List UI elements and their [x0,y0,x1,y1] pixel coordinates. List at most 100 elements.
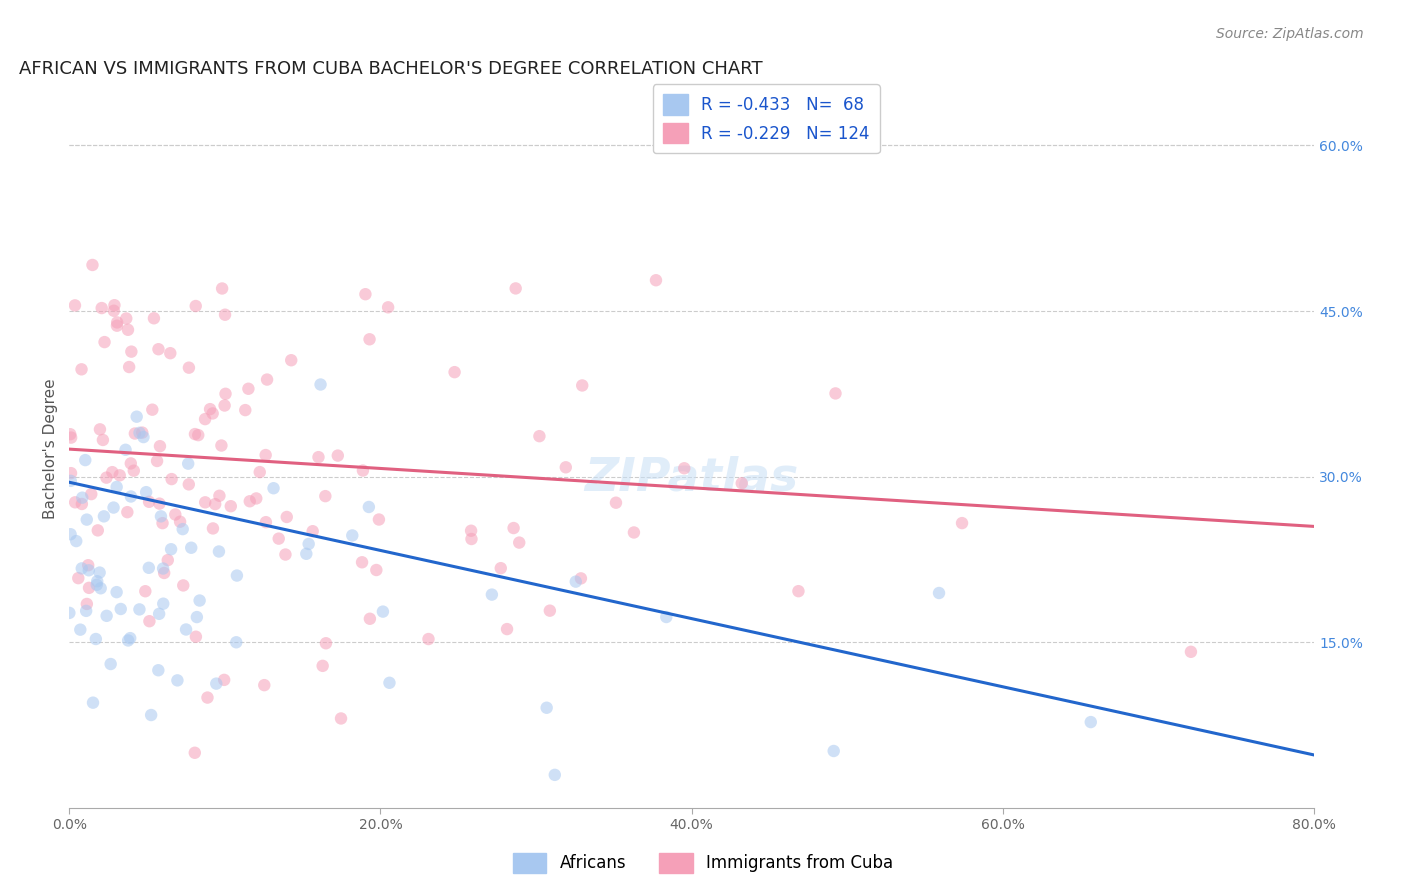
Point [253,678,276,692]
Point [139,708,162,723]
Point [89,422,111,436]
Point [59,474,82,488]
Point [184,630,207,644]
Point [256,373,278,387]
Point [84,632,107,646]
Point [59,427,82,442]
Point [254,448,277,462]
Point [117,505,139,519]
Point [214,386,236,401]
Point [314,489,336,503]
Point [443,365,465,379]
Point [67,571,90,585]
Point [156,553,179,567]
Point [138,561,160,575]
Point [194,495,217,509]
Point [197,690,219,705]
Point [298,537,321,551]
Point [103,298,125,312]
Point [148,497,170,511]
Point [96,470,118,484]
Point [308,450,330,464]
Point [63,495,86,509]
Point [132,430,155,444]
Point [201,521,224,535]
Point [120,490,142,504]
Point [371,605,394,619]
Point [188,593,211,607]
Point [87,524,110,538]
Point [538,604,561,618]
Point [377,301,399,315]
Point [254,515,277,529]
Point [824,386,846,401]
Point [110,602,132,616]
Point [152,597,174,611]
Point [60,431,83,445]
Point [731,476,754,491]
Legend: Africans, Immigrants from Cuba: Africans, Immigrants from Cuba [506,847,900,880]
Point [366,563,388,577]
Point [169,515,191,529]
Point [76,597,98,611]
Point [354,287,377,301]
Point [226,568,249,582]
Point [149,439,172,453]
Point [311,658,333,673]
Point [460,524,482,538]
Point [1080,715,1102,730]
Point [177,477,200,491]
Point [950,516,973,530]
Point [295,547,318,561]
Point [75,453,97,467]
Point [105,480,128,494]
Point [502,521,524,535]
Point [172,522,194,536]
Point [117,323,139,337]
Point [209,438,232,452]
Point [82,696,104,710]
Point [128,425,150,440]
Point [149,509,172,524]
Point [823,744,845,758]
Point [460,532,482,546]
Point [274,548,297,562]
Point [245,491,267,506]
Point [77,558,100,573]
Point [350,555,373,569]
Point [90,301,112,315]
Point [117,633,139,648]
Point [89,566,111,580]
Text: Source: ZipAtlas.com: Source: ZipAtlas.com [1216,27,1364,41]
Point [177,457,200,471]
Point [172,578,194,592]
Point [536,700,558,714]
Point [86,578,108,592]
Point [166,673,188,688]
Point [120,457,142,471]
Point [315,636,337,650]
Point [103,303,125,318]
Point [214,308,236,322]
Point [645,273,668,287]
Point [86,574,108,589]
Point [605,496,627,510]
Point [673,461,696,475]
Point [219,499,242,513]
Point [214,399,236,413]
Point [146,454,169,468]
Point [359,612,381,626]
Point [225,635,247,649]
Point [569,571,592,585]
Point [159,346,181,360]
Point [165,508,187,522]
Point [330,711,353,725]
Point [342,528,364,542]
Point [187,428,209,442]
Point [212,673,235,687]
Point [623,525,645,540]
Point [160,542,183,557]
Point [201,406,224,420]
Point [77,581,100,595]
Point [70,362,93,376]
